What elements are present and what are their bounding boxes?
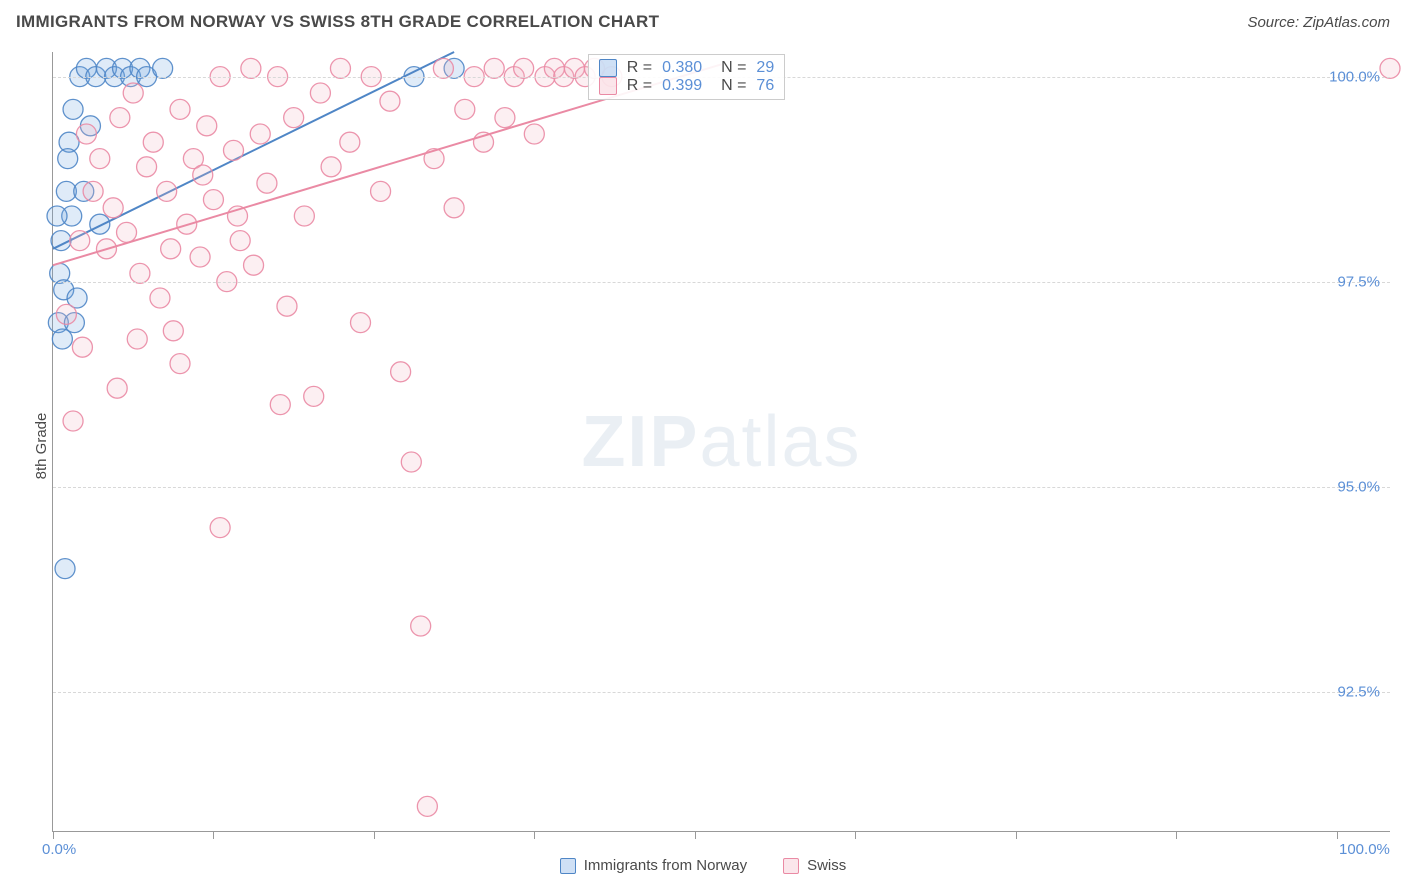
plot-svg	[53, 52, 1390, 831]
legend-item: Immigrants from Norway	[560, 857, 747, 874]
stats-row: R = 0.399 N = 76	[599, 77, 774, 95]
stats-r-label: R =	[627, 59, 652, 77]
x-tick	[695, 831, 696, 839]
y-tick-label: 95.0%	[1337, 478, 1380, 495]
stats-r-value: 0.399	[662, 77, 702, 95]
legend-label: Swiss	[807, 857, 846, 874]
gridline	[53, 282, 1390, 283]
legend-swatch	[599, 77, 617, 95]
chart-source: Source: ZipAtlas.com	[1247, 14, 1390, 31]
chart-area: ZIPatlas R = 0.380 N = 29R = 0.399 N = 7…	[52, 52, 1390, 832]
gridline	[53, 487, 1390, 488]
stats-n-label: N =	[712, 77, 746, 95]
chart-title: IMMIGRANTS FROM NORWAY VS SWISS 8TH GRAD…	[16, 12, 659, 32]
x-tick	[213, 831, 214, 839]
x-tick	[1337, 831, 1338, 839]
stats-r-value: 0.380	[662, 59, 702, 77]
x-tick	[374, 831, 375, 839]
legend-item: Swiss	[783, 857, 846, 874]
x-tick	[855, 831, 856, 839]
stats-r-label: R =	[627, 77, 652, 95]
legend-swatch	[783, 858, 799, 874]
gridline	[53, 692, 1390, 693]
y-axis-label: 8th Grade	[33, 413, 50, 480]
x-tick	[1016, 831, 1017, 839]
legend-label: Immigrants from Norway	[584, 857, 747, 874]
stats-n-value: 76	[756, 77, 774, 95]
x-axis-label: 0.0%	[42, 841, 76, 858]
stats-box: R = 0.380 N = 29R = 0.399 N = 76	[588, 54, 785, 100]
y-tick-label: 100.0%	[1329, 68, 1380, 85]
stats-row: R = 0.380 N = 29	[599, 59, 774, 77]
legend-swatch	[560, 858, 576, 874]
y-tick-label: 97.5%	[1337, 273, 1380, 290]
x-tick	[1176, 831, 1177, 839]
x-axis-label: 100.0%	[1339, 841, 1390, 858]
x-tick	[53, 831, 54, 839]
bottom-legend: Immigrants from Norway Swiss	[0, 857, 1406, 874]
stats-n-value: 29	[756, 59, 774, 77]
legend-swatch	[599, 59, 617, 77]
x-tick	[534, 831, 535, 839]
stats-n-label: N =	[712, 59, 746, 77]
y-tick-label: 92.5%	[1337, 683, 1380, 700]
